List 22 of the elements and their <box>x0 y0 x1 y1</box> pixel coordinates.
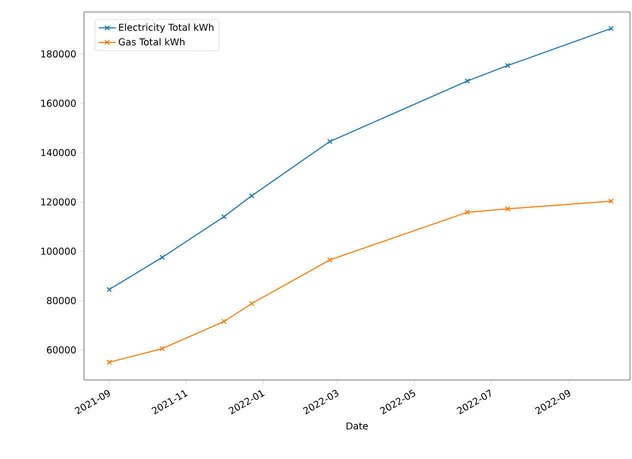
point <box>505 62 510 68</box>
point <box>464 78 470 84</box>
y-tick-label: 100000 <box>41 248 76 255</box>
point <box>505 206 510 212</box>
y-tick-label: 80000 <box>46 296 76 304</box>
point <box>160 254 165 260</box>
y-tick-label: 160000 <box>41 100 76 107</box>
y-tick-label: 180000 <box>41 50 76 58</box>
point <box>327 257 333 263</box>
x-axis-title: Date <box>346 422 368 430</box>
legend-label: Electricity Total kWh <box>119 24 214 33</box>
y-tick-label: 140000 <box>41 148 76 156</box>
y-tick-label: 60000 <box>46 346 76 354</box>
point <box>160 346 165 352</box>
point <box>464 210 470 215</box>
point <box>221 214 227 220</box>
point <box>249 193 254 198</box>
y-tick-label: 120000 <box>41 198 76 206</box>
legend-label: Gas Total kWh <box>118 38 184 46</box>
point <box>327 138 333 144</box>
point <box>221 318 227 324</box>
point <box>249 300 254 306</box>
